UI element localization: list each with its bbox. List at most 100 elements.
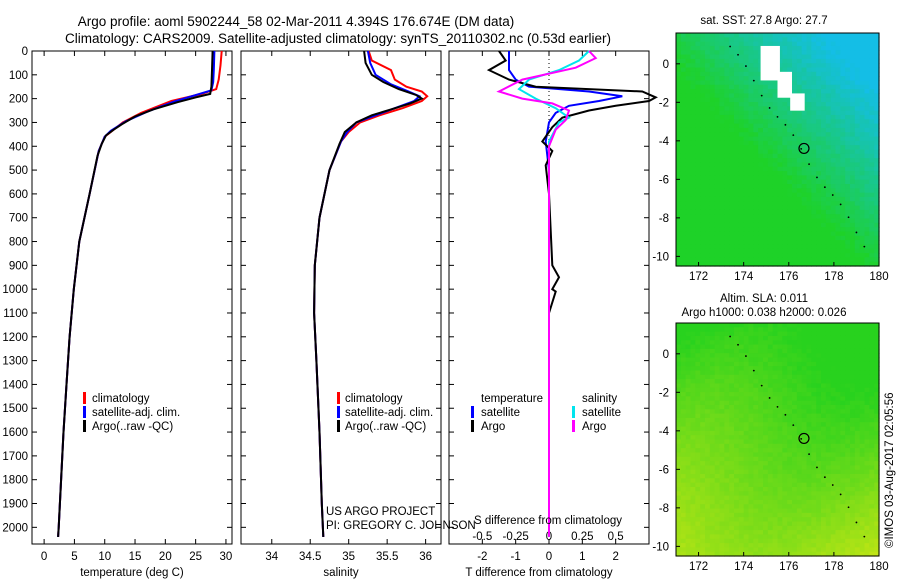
- map-cell: [690, 231, 696, 237]
- map-cell: [782, 45, 788, 51]
- map-cell: [859, 469, 866, 475]
- map-cell: [792, 543, 798, 548]
- x-tick-label: 35.5: [376, 551, 398, 563]
- map-cell: [714, 430, 721, 436]
- map-cell: [816, 366, 822, 372]
- map-cell: [700, 71, 706, 77]
- map-cell: [796, 335, 803, 341]
- map-cell: [676, 443, 682, 449]
- map-cell: [806, 387, 812, 393]
- map-cell: [709, 231, 716, 237]
- map-cell: [782, 188, 788, 194]
- map-cell: [825, 205, 832, 211]
- map-cell: [850, 63, 856, 69]
- map-cell: [825, 235, 832, 241]
- map-cell: [830, 257, 837, 263]
- map-cell: [782, 331, 788, 337]
- map-cell: [845, 521, 851, 527]
- map-cell: [724, 71, 730, 77]
- map-cell: [748, 140, 754, 146]
- map-cell: [695, 344, 701, 350]
- map-cell: [801, 192, 808, 198]
- map-cell: [700, 175, 706, 181]
- map-cell: [792, 158, 798, 164]
- map-cell: [709, 41, 716, 47]
- map-cell: [695, 196, 701, 202]
- map-cell: [869, 171, 875, 176]
- map-cell: [840, 413, 846, 419]
- map-cell: [753, 179, 759, 185]
- map-cell: [835, 335, 841, 341]
- map-cell: [748, 136, 754, 142]
- map-cell: [787, 102, 793, 107]
- map-cell: [830, 474, 837, 479]
- map-cell: [796, 409, 803, 415]
- map-cell: [714, 534, 721, 540]
- map-cell: [874, 261, 880, 267]
- map-cell: [738, 106, 745, 112]
- map-cell: [705, 261, 711, 267]
- map-cell: [792, 413, 798, 419]
- map-cell: [705, 179, 711, 185]
- map-cell: [729, 253, 735, 258]
- map-cell: [695, 248, 701, 254]
- map-cell: [840, 409, 846, 415]
- map-cell: [676, 366, 682, 372]
- map-cell: [840, 41, 846, 47]
- map-cell: [753, 166, 759, 172]
- map-cell: [821, 538, 827, 544]
- map-cell: [743, 495, 750, 501]
- map-cell: [695, 205, 701, 211]
- map-cell: [690, 45, 696, 51]
- map-cell: [811, 253, 817, 258]
- map-cell: [854, 392, 861, 397]
- map-cell: [680, 331, 687, 337]
- map-cell: [690, 214, 696, 220]
- map-cell: [845, 344, 851, 350]
- map-cell: [845, 110, 851, 116]
- map-cell: [690, 482, 696, 488]
- map-cell: [709, 235, 716, 241]
- map-cell: [690, 525, 696, 531]
- map-cell: [709, 530, 716, 536]
- map-cell: [714, 240, 721, 246]
- map-cell: [854, 67, 861, 73]
- map-cell: [830, 93, 837, 99]
- map-cell: [705, 119, 711, 125]
- map-cell: [801, 448, 808, 454]
- map-cell: [835, 478, 841, 484]
- map-cell: [753, 543, 759, 548]
- map-cell: [763, 387, 769, 393]
- map-cell: [676, 495, 682, 501]
- map-cell: [821, 543, 827, 548]
- map-cell: [734, 551, 740, 557]
- map-cell: [845, 461, 851, 466]
- map-cell: [835, 132, 841, 138]
- map-cell: [859, 340, 866, 346]
- map-cell: [772, 179, 779, 185]
- map-cell: [830, 443, 837, 449]
- map-cell: [695, 491, 701, 497]
- map-cell: [854, 97, 861, 103]
- map-cell: [705, 383, 711, 389]
- map-cell: [806, 491, 812, 497]
- map-cell: [695, 512, 701, 518]
- map-cell: [758, 205, 764, 211]
- map-cell: [816, 499, 822, 505]
- map-cell: [787, 37, 793, 43]
- map-cell: [700, 426, 706, 432]
- map-cell: [854, 543, 861, 548]
- map-cell: [753, 400, 759, 406]
- map-cell: [864, 340, 870, 346]
- map-cell: [729, 71, 735, 77]
- map-cell: [869, 201, 875, 207]
- map-cell: [869, 461, 875, 466]
- map-cell: [738, 396, 745, 402]
- map-cell: [777, 417, 783, 423]
- map-cell: [830, 110, 837, 116]
- map-cell: [859, 93, 866, 99]
- map-cell: [714, 435, 721, 441]
- map-cell: [695, 84, 701, 90]
- map-cell: [782, 253, 788, 258]
- map-cell: [874, 452, 880, 458]
